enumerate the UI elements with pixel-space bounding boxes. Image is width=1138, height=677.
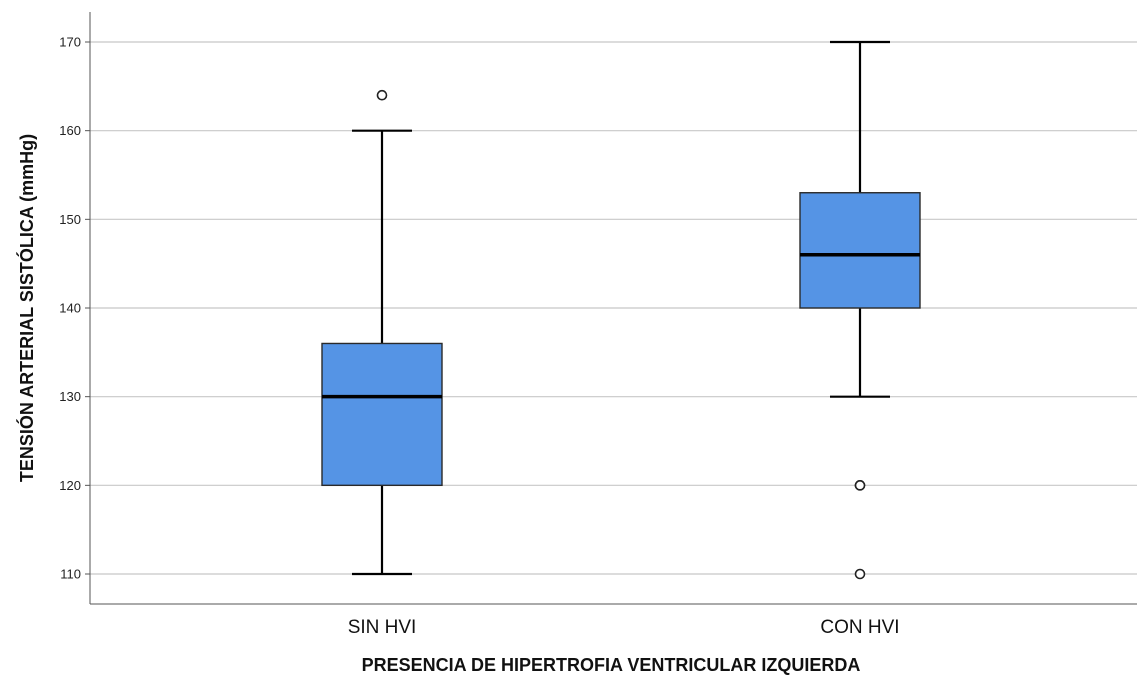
- y-tick-label-130: 130: [59, 389, 81, 404]
- x-category-label-con-hvi: CON HVI: [820, 617, 899, 638]
- iqr-box: [321, 342, 443, 487]
- y-tick-label-160: 160: [59, 123, 81, 138]
- boxes: [321, 40, 921, 580]
- y-tick-labels: 110 120 130 140 150 160 170: [59, 35, 90, 582]
- y-tick-label-110: 110: [60, 567, 81, 582]
- box-group-sin-hvi: [321, 89, 443, 576]
- outlier-point: [854, 568, 866, 580]
- x-category-labels: SIN HVI CON HVI: [348, 617, 900, 638]
- outlier-point: [376, 89, 388, 101]
- y-tick-label-140: 140: [59, 301, 81, 316]
- iqr-box: [799, 192, 921, 309]
- x-category-label-sin-hvi: SIN HVI: [348, 617, 417, 638]
- outlier-point: [854, 480, 866, 491]
- gridlines: [90, 41, 1137, 575]
- box-group-con-hvi: [799, 40, 921, 580]
- y-tick-label-150: 150: [59, 212, 81, 227]
- y-axis-title: TENSIÓN ARTERIAL SISTÓLICA (mmHg): [16, 134, 37, 482]
- y-tick-label-120: 120: [59, 478, 81, 493]
- x-axis-title: PRESENCIA DE HIPERTROFIA VENTRICULAR IZQ…: [362, 655, 861, 675]
- y-tick-label-170: 170: [59, 35, 81, 50]
